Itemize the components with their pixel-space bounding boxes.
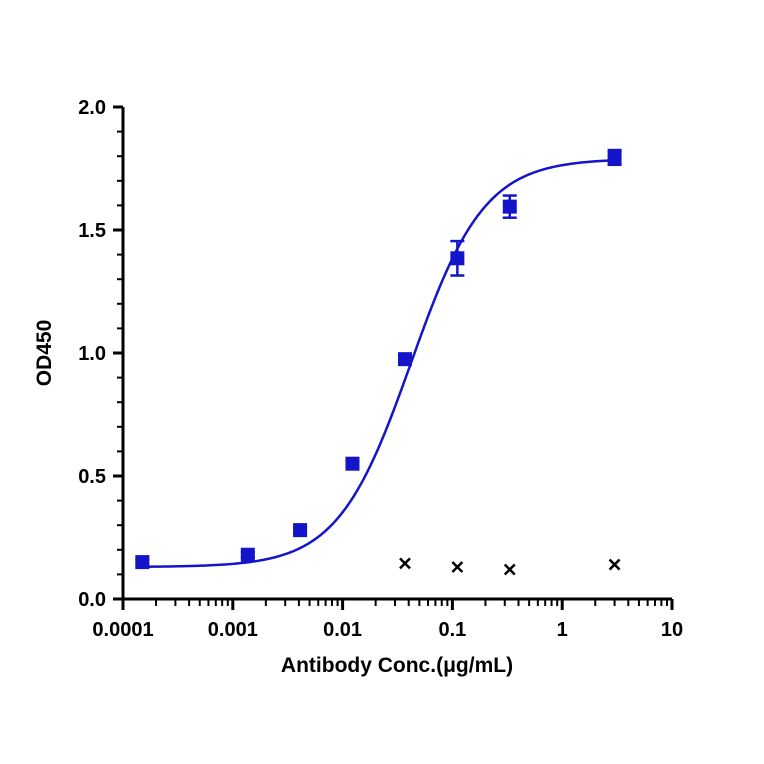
x-axis-label: Antibody Conc.(μg/mL)	[281, 654, 513, 677]
data-point-x	[608, 558, 621, 571]
y-tick-label: 0.5	[78, 466, 106, 488]
error-bars	[135, 148, 622, 566]
x-tick-label: 0.01	[323, 619, 362, 641]
data-point-square	[240, 547, 255, 562]
tick-marks	[113, 105, 674, 610]
y-tick-label: 1.5	[78, 220, 106, 242]
tick-labels: 0.0 0.5 1.0 1.5 2.0 0.0001 0.001 0.01 0.1 1 10	[78, 97, 683, 641]
data-point-square	[607, 150, 622, 165]
data-point-square	[293, 523, 308, 538]
y-tick-label: 1.0	[78, 343, 106, 365]
x-tick-label: 0.001	[208, 619, 258, 641]
x-marker-stroke	[503, 563, 516, 576]
data-point-square	[397, 352, 412, 367]
data-point-square	[345, 456, 360, 471]
x-marker-stroke	[608, 558, 621, 571]
fit-curve-line	[142, 158, 615, 568]
x-marker-stroke	[451, 561, 464, 573]
x-tick-label: 0.1	[438, 619, 466, 641]
data-points	[135, 150, 622, 576]
data-point-x	[399, 557, 411, 570]
y-tick-label: 2.0	[78, 97, 106, 119]
data-point-square	[502, 199, 517, 214]
y-tick-label: 0.0	[78, 589, 106, 611]
data-point-x	[503, 563, 516, 576]
data-point-square	[135, 555, 150, 570]
data-point-x	[451, 561, 464, 573]
fit-curve	[142, 158, 615, 568]
y-axis-label: OD450	[33, 320, 56, 387]
x-tick-label: 0.0001	[92, 619, 153, 641]
axes	[121, 107, 672, 601]
data-point-square	[450, 251, 465, 266]
x-tick-label: 10	[661, 619, 683, 641]
x-marker-stroke	[399, 557, 411, 570]
x-tick-label: 1	[557, 619, 568, 641]
